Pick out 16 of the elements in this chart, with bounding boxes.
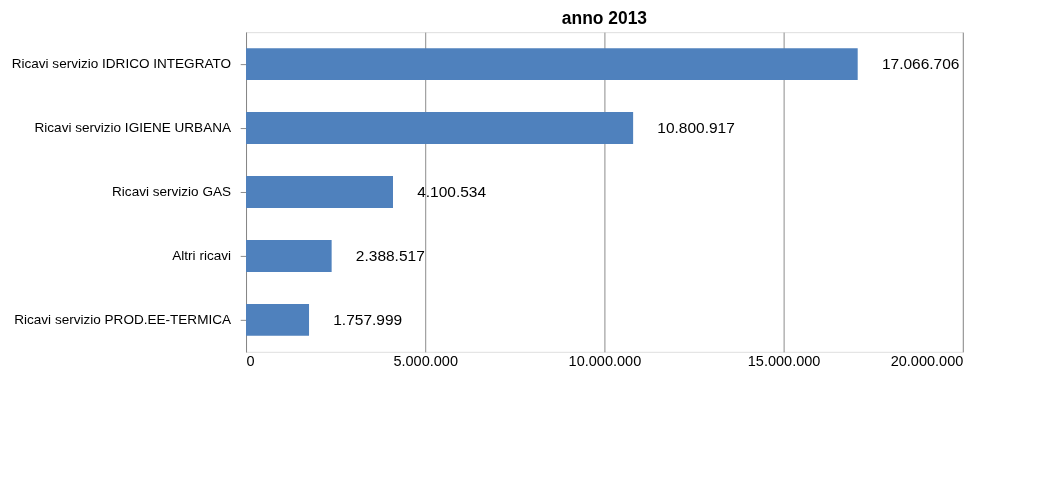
data-label: 1.757.999 [333,310,403,328]
data-label: 2.388.517 [355,246,425,264]
x-tick-label: 10.000.000 [568,352,642,369]
data-label: 4.100.534 [417,182,487,200]
y-tick-label: Ricavi servizio IDRICO INTEGRATO [11,56,232,72]
y-tick-label: Altri ricavi [172,247,232,263]
x-tick-label: 5.000.000 [393,352,458,369]
x-tick-label: 20.000.000 [890,352,964,369]
x-tick-label: 0 [246,352,255,369]
chart-title: anno 2013 [561,8,648,29]
data-label: 10.800.917 [657,118,735,136]
y-tick-label: Ricavi servizio GAS [112,183,232,199]
x-tick-label: 15.000.000 [747,352,821,369]
data-label: 17.066.706 [881,54,960,72]
y-tick-label: Ricavi servizio PROD.EE-TERMICA [14,311,232,327]
y-tick-label: Ricavi servizio IGIENE URBANA [34,119,232,135]
